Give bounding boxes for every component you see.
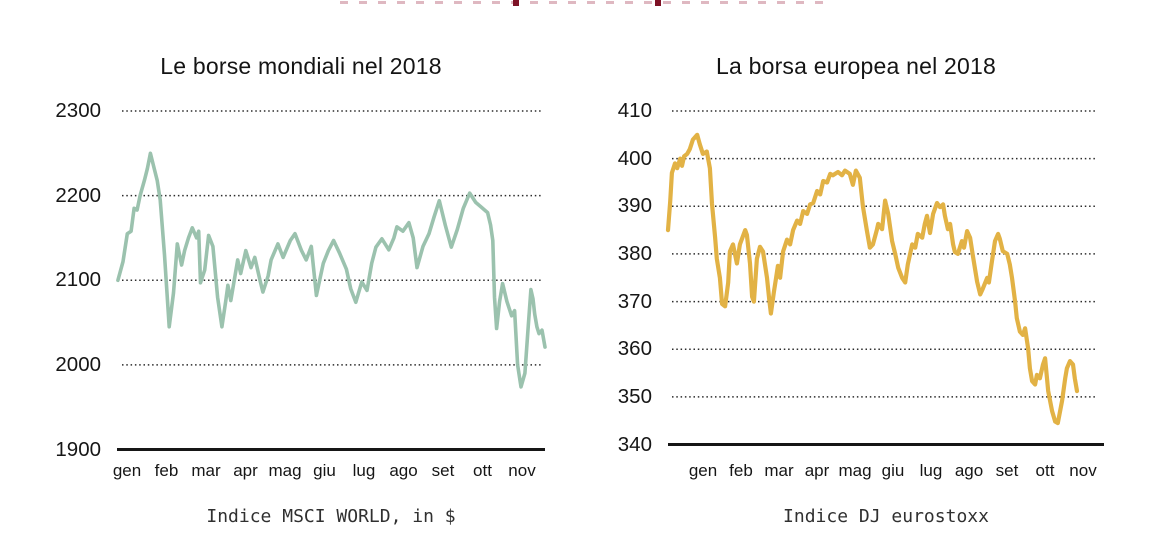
x-tick-label: mag — [268, 461, 302, 480]
y-tick-label: 2000 — [55, 352, 101, 376]
y-tick-label: 380 — [617, 241, 652, 265]
x-tick-label: feb — [729, 461, 753, 480]
chart-title-world: Le borse mondiali nel 2018 — [160, 53, 442, 79]
x-tick-label: apr — [233, 461, 258, 480]
x-tick-label: ott — [473, 461, 492, 480]
x-tick-label: ago — [954, 461, 984, 480]
x-tick-label: apr — [804, 461, 830, 480]
x-tick-label: lug — [919, 461, 943, 480]
x-tick-label: ott — [1035, 461, 1055, 480]
x-tick-label: mar — [191, 461, 221, 480]
y-tick-label: 360 — [617, 337, 652, 361]
y-tick-label: 2200 — [55, 183, 101, 207]
x-tick-label: mag — [838, 461, 872, 480]
x-tick-label: giu — [881, 461, 905, 480]
y-tick-label: 340 — [617, 432, 652, 456]
y-tick-label: 370 — [617, 289, 652, 313]
y-tick-label: 2100 — [55, 268, 101, 292]
x-tick-label: mar — [764, 461, 794, 480]
x-tick-label: giu — [313, 461, 336, 480]
x-tick-label: feb — [154, 461, 179, 480]
y-tick-label: 410 — [617, 99, 652, 122]
series-line-world — [116, 151, 547, 389]
x-tick-label: nov — [1069, 461, 1097, 480]
x-tick-label: nov — [508, 461, 536, 480]
x-tick-label: set — [995, 461, 1019, 480]
chart-caption-world: Indice MSCI WORLD, in $ — [206, 506, 456, 527]
x-tick-label: gen — [112, 461, 142, 480]
cropped-heading-letter-bottoms — [340, 1, 832, 4]
x-tick-label: lug — [352, 461, 376, 480]
x-tick-label: gen — [688, 461, 718, 480]
y-tick-label: 1900 — [55, 437, 101, 461]
y-tick-label: 390 — [617, 194, 652, 218]
x-tick-label: ago — [389, 461, 418, 480]
x-tick-label: set — [431, 461, 455, 480]
y-tick-label: 2300 — [55, 99, 101, 122]
cropped-heading-descender — [655, 0, 661, 6]
series-line-europe — [665, 132, 1080, 426]
chart-title-europe: La borsa europea nel 2018 — [716, 53, 996, 79]
y-tick-label: 350 — [617, 384, 652, 408]
cropped-heading-descender — [513, 0, 519, 6]
y-tick-label: 400 — [617, 146, 652, 170]
chart-caption-europe: Indice DJ eurostoxx — [783, 506, 989, 527]
cropped-page-heading-remnant — [340, 0, 832, 6]
